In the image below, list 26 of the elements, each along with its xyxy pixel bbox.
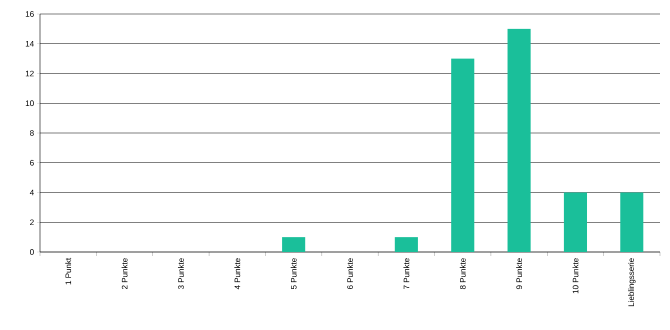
y-tick-label: 14 [26,41,34,47]
bar [508,28,531,252]
x-tick-label: 4 Punkte [234,258,240,290]
x-tick-label: 2 Punkte [122,258,128,290]
x-tick-label: 8 Punkte [460,258,466,290]
x-tick-label: 7 Punkte [403,258,410,290]
x-tick-label: 3 Punkte [178,258,184,290]
y-tick-label: 2 [30,219,34,226]
y-tick-label: 10 [26,100,34,106]
y-tick-label: 4 [30,190,34,196]
y-tick-label: 0 [30,249,34,255]
bar [282,237,306,252]
y-tick-label: 6 [30,160,34,166]
x-tick-label: 10 Punkte [572,258,578,294]
y-tick-label: 8 [30,130,34,136]
x-tick-label: 5 Punkte [290,258,297,290]
bar [394,237,418,252]
y-tick-label: 16 [26,11,34,17]
bar [620,192,644,252]
bar [564,192,588,252]
y-tick-label: 12 [26,70,34,76]
x-tick-label: Lieblingsserie [628,258,636,306]
x-tick-label: 6 Punkte [347,258,353,290]
x-tick-label: 1 Punkt [65,258,72,284]
x-tick-label: 9 Punkte [516,258,522,290]
bar [451,58,474,252]
